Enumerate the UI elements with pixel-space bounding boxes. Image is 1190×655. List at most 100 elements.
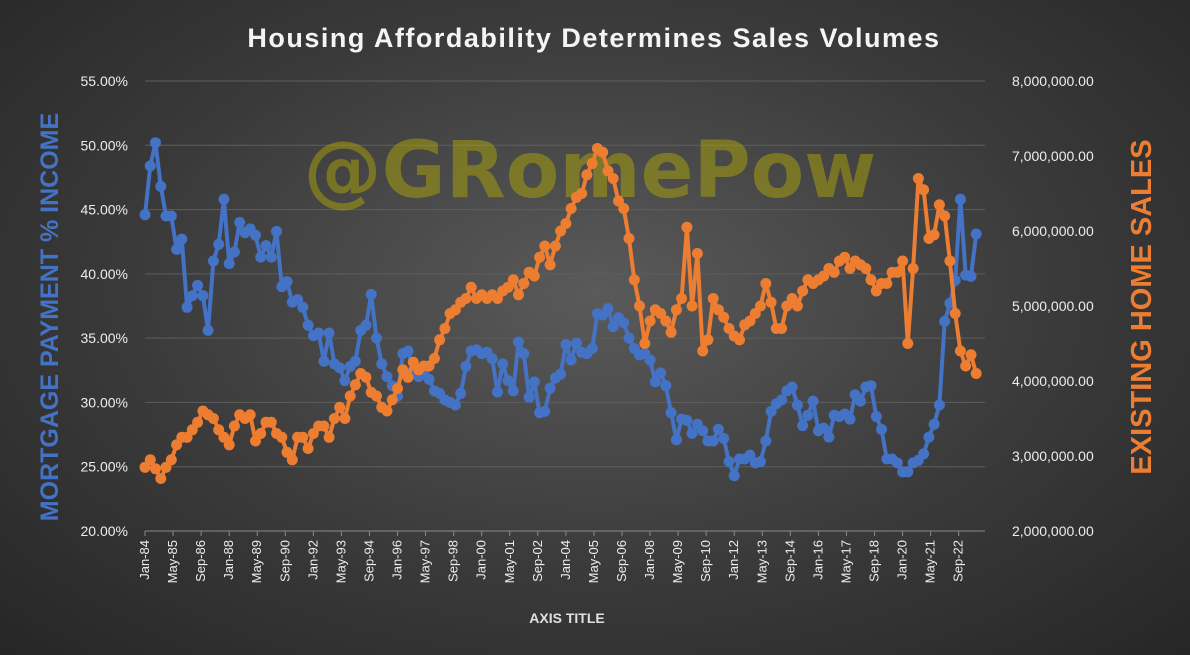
data-point xyxy=(870,411,882,423)
data-point xyxy=(586,158,598,169)
y-right-tick-label: 7,000,000.00 xyxy=(1012,148,1094,164)
data-point xyxy=(155,473,167,484)
data-point xyxy=(618,203,630,214)
data-point xyxy=(286,454,298,466)
chart-title: Housing Affordability Determines Sales V… xyxy=(247,23,940,53)
data-point xyxy=(228,246,240,258)
data-point xyxy=(707,435,719,447)
data-point xyxy=(697,425,709,437)
data-point xyxy=(460,293,472,304)
gridlines xyxy=(145,80,985,532)
data-point xyxy=(302,443,314,454)
data-point xyxy=(186,290,198,302)
data-point xyxy=(686,300,698,312)
data-point xyxy=(486,353,498,365)
data-point xyxy=(670,304,682,316)
x-tick-labels: Jan-84 May-85 Sep-86 Jan-88 May-89 Sep-90 Jan-… xyxy=(137,531,966,583)
data-point xyxy=(760,435,772,447)
data-point xyxy=(555,368,567,380)
data-point xyxy=(523,391,535,403)
data-point xyxy=(197,290,209,302)
data-point xyxy=(660,315,672,327)
data-point xyxy=(381,405,393,417)
data-point xyxy=(933,199,945,211)
y-left-tick-label: 20.00% xyxy=(81,523,128,539)
data-point xyxy=(891,457,903,469)
x-tick-label: Jan-08 xyxy=(642,540,657,580)
data-point xyxy=(954,345,966,357)
data-point xyxy=(223,258,235,270)
data-point xyxy=(502,375,514,387)
data-point xyxy=(528,270,540,282)
data-point xyxy=(828,266,840,278)
data-point xyxy=(171,243,183,255)
data-point xyxy=(281,276,293,288)
data-point xyxy=(544,382,556,394)
data-point xyxy=(691,248,703,259)
data-point xyxy=(576,188,588,199)
y-left-tick-label: 40.00% xyxy=(81,266,128,282)
x-tick-label: May-21 xyxy=(923,540,938,583)
x-tick-label: Jan-16 xyxy=(810,540,825,580)
data-point xyxy=(728,470,740,482)
x-tick-label: Sep-18 xyxy=(867,540,882,582)
y-right-tick-labels: 2,000,000.00 3,000,000.00 4,000,000.00 5,00… xyxy=(1012,73,1094,539)
data-point xyxy=(265,251,277,263)
data-point xyxy=(150,463,161,475)
data-point xyxy=(144,454,156,466)
data-point xyxy=(665,407,677,419)
data-point xyxy=(954,193,966,205)
data-point xyxy=(265,416,277,428)
data-point xyxy=(139,209,151,221)
data-point xyxy=(865,380,877,392)
data-point xyxy=(881,278,893,289)
data-point xyxy=(776,323,788,334)
data-point xyxy=(634,300,645,312)
data-point xyxy=(607,173,619,184)
x-tick-label: Sep-94 xyxy=(361,540,376,582)
data-point xyxy=(492,386,503,398)
x-tick-label: May-09 xyxy=(670,540,685,583)
data-point xyxy=(360,319,372,331)
data-point xyxy=(255,251,267,263)
data-point xyxy=(349,355,361,367)
y-right-tick-label: 4,000,000.00 xyxy=(1012,373,1094,389)
data-point xyxy=(660,380,672,392)
data-point xyxy=(765,296,777,308)
data-point xyxy=(760,278,772,289)
data-point xyxy=(581,169,593,181)
x-tick-label: Jan-00 xyxy=(474,540,489,580)
data-point xyxy=(339,413,351,424)
data-point xyxy=(639,338,651,349)
data-point xyxy=(255,428,267,439)
data-point xyxy=(876,423,887,435)
y-left-axis-title: MORTGAGE PAYMENT % INCOME xyxy=(36,113,64,521)
data-point xyxy=(702,334,714,346)
data-point xyxy=(897,255,909,267)
y-right-tick-label: 8,000,000.00 xyxy=(1012,73,1094,89)
data-point xyxy=(807,395,819,407)
data-point xyxy=(460,360,472,372)
y-right-tick-label: 5,000,000.00 xyxy=(1012,298,1094,314)
data-point xyxy=(570,337,582,349)
x-tick-label: Jan-20 xyxy=(895,540,910,580)
data-point xyxy=(318,420,330,432)
data-point xyxy=(181,301,193,313)
data-point xyxy=(644,354,656,366)
data-point xyxy=(602,303,614,315)
data-point xyxy=(144,160,156,172)
data-point xyxy=(371,390,382,402)
x-tick-label: Jan-96 xyxy=(390,540,405,580)
data-point xyxy=(402,345,414,357)
data-point xyxy=(513,289,524,301)
data-point xyxy=(949,308,961,319)
x-tick-label: Sep-86 xyxy=(193,540,208,582)
data-point xyxy=(891,266,903,278)
data-point xyxy=(712,423,724,435)
data-point xyxy=(528,376,540,388)
data-point xyxy=(402,371,414,383)
data-point xyxy=(818,422,830,434)
data-point xyxy=(371,332,382,344)
